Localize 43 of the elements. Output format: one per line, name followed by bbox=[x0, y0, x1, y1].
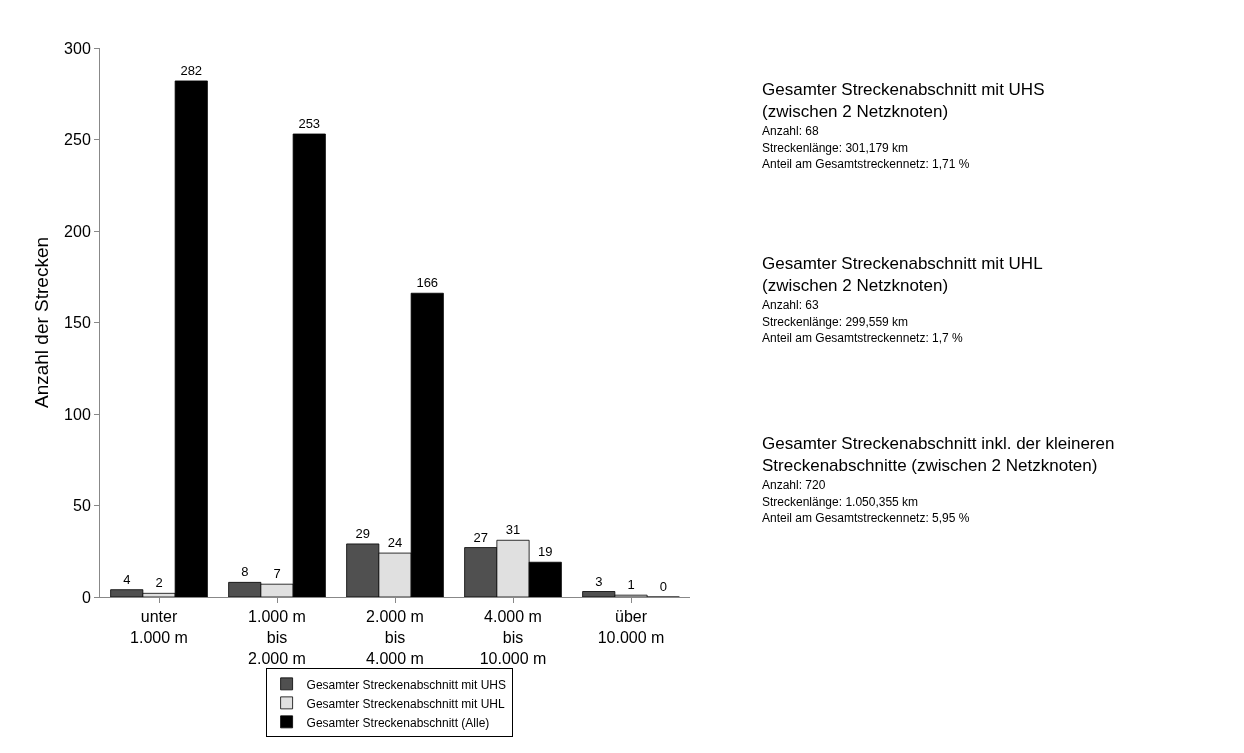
text: Streckenlänge: 1.050,355 km bbox=[762, 495, 919, 509]
text: Streckenlänge: 299,559 km bbox=[762, 315, 909, 329]
data-label: 2 bbox=[155, 575, 163, 591]
legend-label: Gesamter Streckenabschnitt mit UHS bbox=[306, 677, 507, 692]
text: Anzahl: 63 bbox=[762, 298, 820, 312]
x-tick-label: 4.000 m bis 10.000 m bbox=[479, 608, 547, 667]
data-label: 19 bbox=[538, 544, 553, 560]
x-tick-label: 2.000 m bis 4.000 m bbox=[366, 608, 424, 667]
text: Gesamter Streckenabschnitt mit UHS (zwischen 2 Netzknoten) bbox=[762, 80, 1045, 122]
data-label: 0 bbox=[659, 579, 667, 594]
text: Anteil am Gesamtstreckennetz: 1,71 % bbox=[762, 157, 970, 171]
text: Streckenlänge: 301,179 km bbox=[762, 141, 909, 155]
data-label: 31 bbox=[505, 522, 521, 538]
text: Anzahl: 720 bbox=[762, 478, 826, 492]
y-tick-label: 150 bbox=[64, 314, 91, 332]
data-label: 3 bbox=[595, 573, 603, 589]
y-tick-label: 100 bbox=[64, 405, 91, 423]
data-label: 1 bbox=[627, 577, 635, 593]
text: Gesamter Streckenabschnitt inkl. der kleineren Streckenabschnitte (zwischen 2 Netzknoten) bbox=[762, 434, 1115, 476]
legend-label: Gesamter Streckenabschnitt (Alle) bbox=[306, 715, 490, 730]
data-label: 282 bbox=[180, 62, 203, 78]
text: Anteil am Gesamtstreckennetz: 5,95 % bbox=[762, 511, 970, 525]
y-tick-label: 200 bbox=[64, 222, 91, 240]
y-axis-title: Anzahl der Strecken bbox=[30, 236, 52, 409]
x-tick-label: 1.000 m bis 2.000 m bbox=[248, 608, 306, 667]
y-tick-label: 0 bbox=[81, 588, 91, 606]
legend-label: Gesamter Streckenabschnitt mit UHL bbox=[306, 696, 505, 711]
y-tick-label: 250 bbox=[64, 131, 91, 149]
text: Anzahl: 68 bbox=[762, 124, 820, 138]
data-label: 27 bbox=[473, 529, 488, 545]
y-tick-label: 50 bbox=[73, 497, 91, 515]
y-tick-label: 300 bbox=[64, 39, 91, 57]
data-label: 29 bbox=[355, 525, 370, 541]
data-label: 8 bbox=[241, 564, 249, 580]
data-label: 253 bbox=[298, 116, 321, 132]
data-label: 7 bbox=[273, 566, 281, 582]
data-label: 4 bbox=[123, 571, 131, 587]
text: Gesamter Streckenabschnitt mit UHL (zwischen 2 Netzknoten) bbox=[762, 254, 1043, 296]
text: Anteil am Gesamtstreckennetz: 1,7 % bbox=[762, 331, 964, 345]
x-tick-label: über 10.000 m bbox=[597, 608, 665, 646]
data-label: 24 bbox=[387, 535, 403, 551]
x-tick-label: unter 1.000 m bbox=[130, 608, 188, 646]
data-label: 166 bbox=[416, 275, 439, 291]
